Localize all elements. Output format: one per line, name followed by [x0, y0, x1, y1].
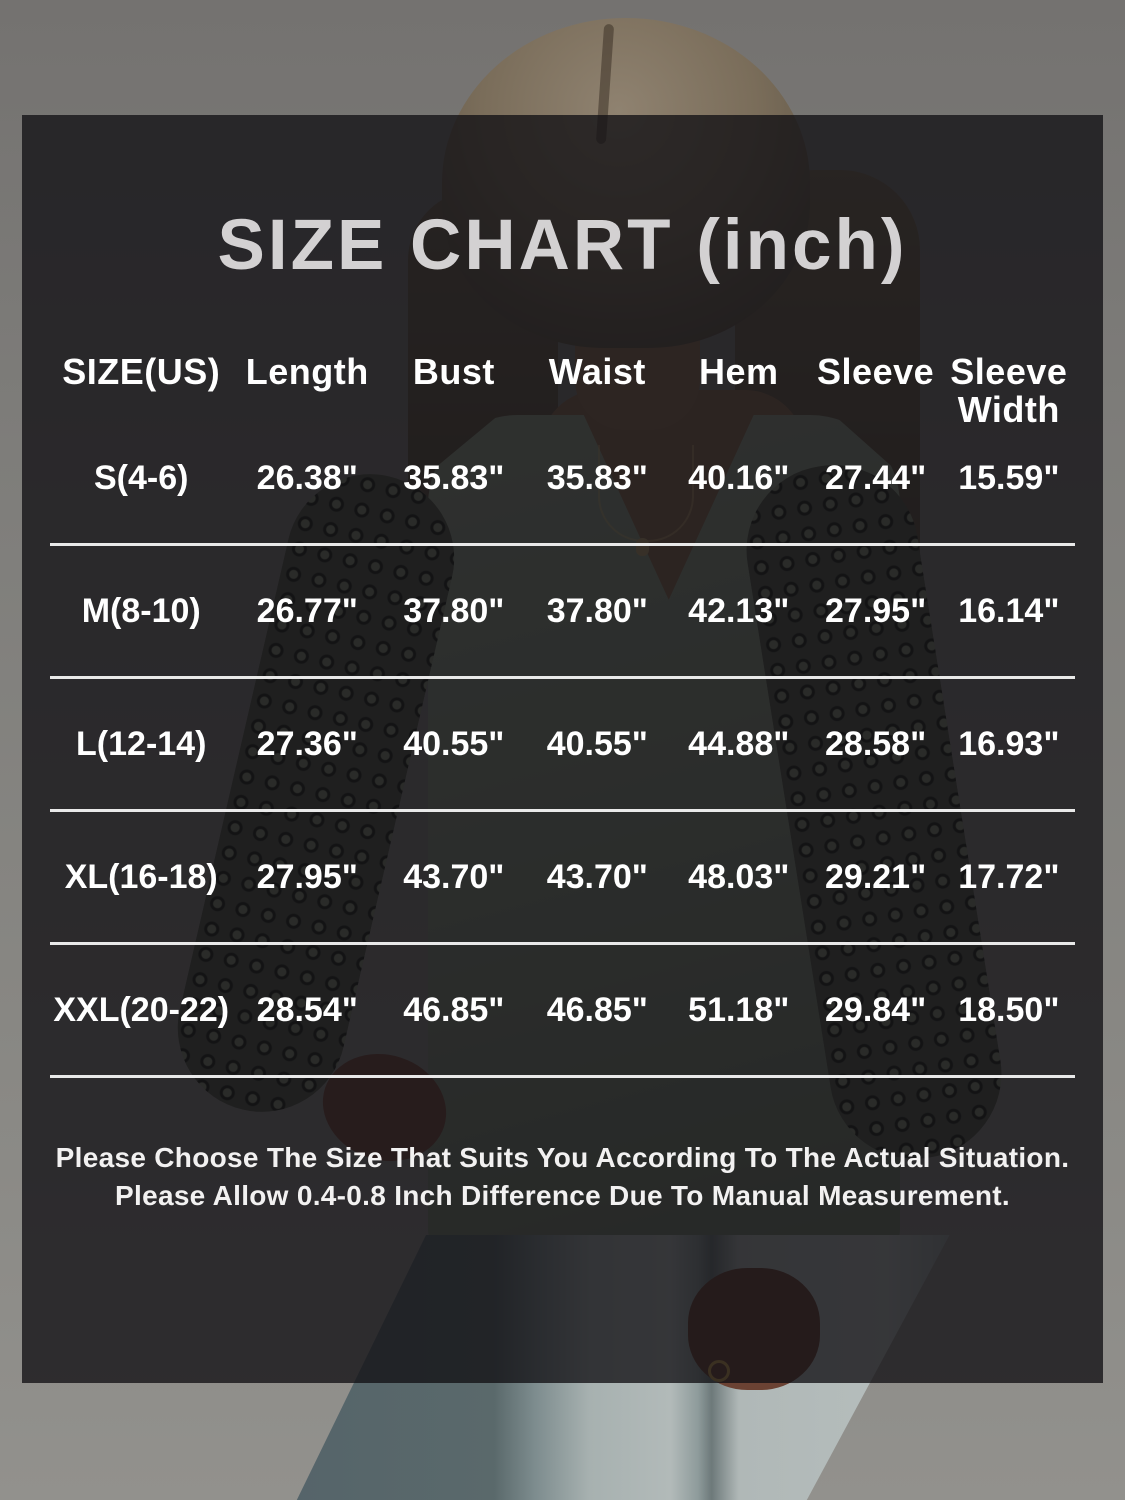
column-header-hem: Hem — [699, 351, 779, 392]
measurement-value: 16.93" — [958, 724, 1060, 763]
measurement-value: 42.13" — [688, 591, 790, 630]
measurement-value: 35.83" — [403, 458, 505, 497]
measurement-value: 26.38" — [256, 458, 358, 497]
measurement-value: 27.44" — [825, 458, 927, 497]
table-header-row: SIZE(US) Length Bust Waist Hem Sleeve Sl… — [50, 351, 1075, 429]
measurement-value: 37.80" — [403, 591, 505, 630]
measurement-value: 40.55" — [403, 724, 505, 763]
measurement-value: 40.16" — [688, 458, 790, 497]
measurement-value: 27.36" — [256, 724, 358, 763]
column-header-bust: Bust — [412, 351, 495, 392]
column-header-sleeve: Sleeve — [817, 351, 935, 392]
measurement-value: 29.84" — [825, 990, 927, 1029]
size-row-m: M(8-10) 26.77" 37.80" 37.80" 42.13" 27.9… — [50, 546, 1075, 679]
measurement-value: 28.58" — [825, 724, 927, 763]
size-row-l: L(12-14) 27.36" 40.55" 40.55" 44.88" 28.… — [50, 679, 1075, 812]
column-header-sleeve-width: Sleeve Width — [950, 351, 1068, 430]
measurement-value: 48.03" — [688, 857, 790, 896]
size-row-xxl: XXL(20-22) 28.54" 46.85" 46.85" 51.18" 2… — [50, 945, 1075, 1078]
size-label: S(4-6) — [93, 458, 189, 497]
measurement-value: 37.80" — [546, 591, 648, 630]
size-label: M(8-10) — [81, 591, 201, 630]
size-label: L(12-14) — [76, 724, 207, 763]
column-header-length: Length — [245, 351, 369, 392]
column-header-size-us: SIZE(US) — [62, 351, 221, 392]
measurement-value: 15.59" — [958, 458, 1060, 497]
footer-note-line1: Please Choose The Size That Suits You Ac… — [55, 1142, 1070, 1173]
footer-note: Please Choose The Size That Suits You Ac… — [22, 1139, 1103, 1215]
size-chart-panel: SIZE CHART (inch) SIZE(US) Length Bust W… — [22, 115, 1103, 1383]
measurement-value: 29.21" — [825, 857, 927, 896]
measurement-value: 40.55" — [546, 724, 648, 763]
size-label: XXL(20-22) — [53, 990, 230, 1029]
size-label: XL(16-18) — [64, 857, 218, 896]
measurement-value: 18.50" — [958, 990, 1060, 1029]
measurement-value: 51.18" — [688, 990, 790, 1029]
measurement-value: 44.88" — [688, 724, 790, 763]
measurement-value: 27.95" — [825, 591, 927, 630]
measurement-value: 35.83" — [546, 458, 648, 497]
measurement-value: 43.70" — [403, 857, 505, 896]
page-title: SIZE CHART (inch) — [217, 206, 908, 285]
measurement-value: 17.72" — [958, 857, 1060, 896]
size-row-xl: XL(16-18) 27.95" 43.70" 43.70" 48.03" 29… — [50, 812, 1075, 945]
measurement-value: 46.85" — [546, 990, 648, 1029]
measurement-value: 43.70" — [546, 857, 648, 896]
measurement-value: 27.95" — [256, 857, 358, 896]
size-row-s: S(4-6) 26.38" 35.83" 35.83" 40.16" 27.44… — [50, 413, 1075, 546]
size-table: SIZE(US) Length Bust Waist Hem Sleeve Sl… — [50, 353, 1075, 1078]
footer-note-line2: Please Allow 0.4-0.8 Inch Difference Due… — [115, 1180, 1010, 1211]
measurement-value: 26.77" — [256, 591, 358, 630]
measurement-value: 46.85" — [403, 990, 505, 1029]
measurement-value: 28.54" — [256, 990, 358, 1029]
measurement-value: 16.14" — [958, 591, 1060, 630]
column-header-waist: Waist — [548, 351, 646, 392]
